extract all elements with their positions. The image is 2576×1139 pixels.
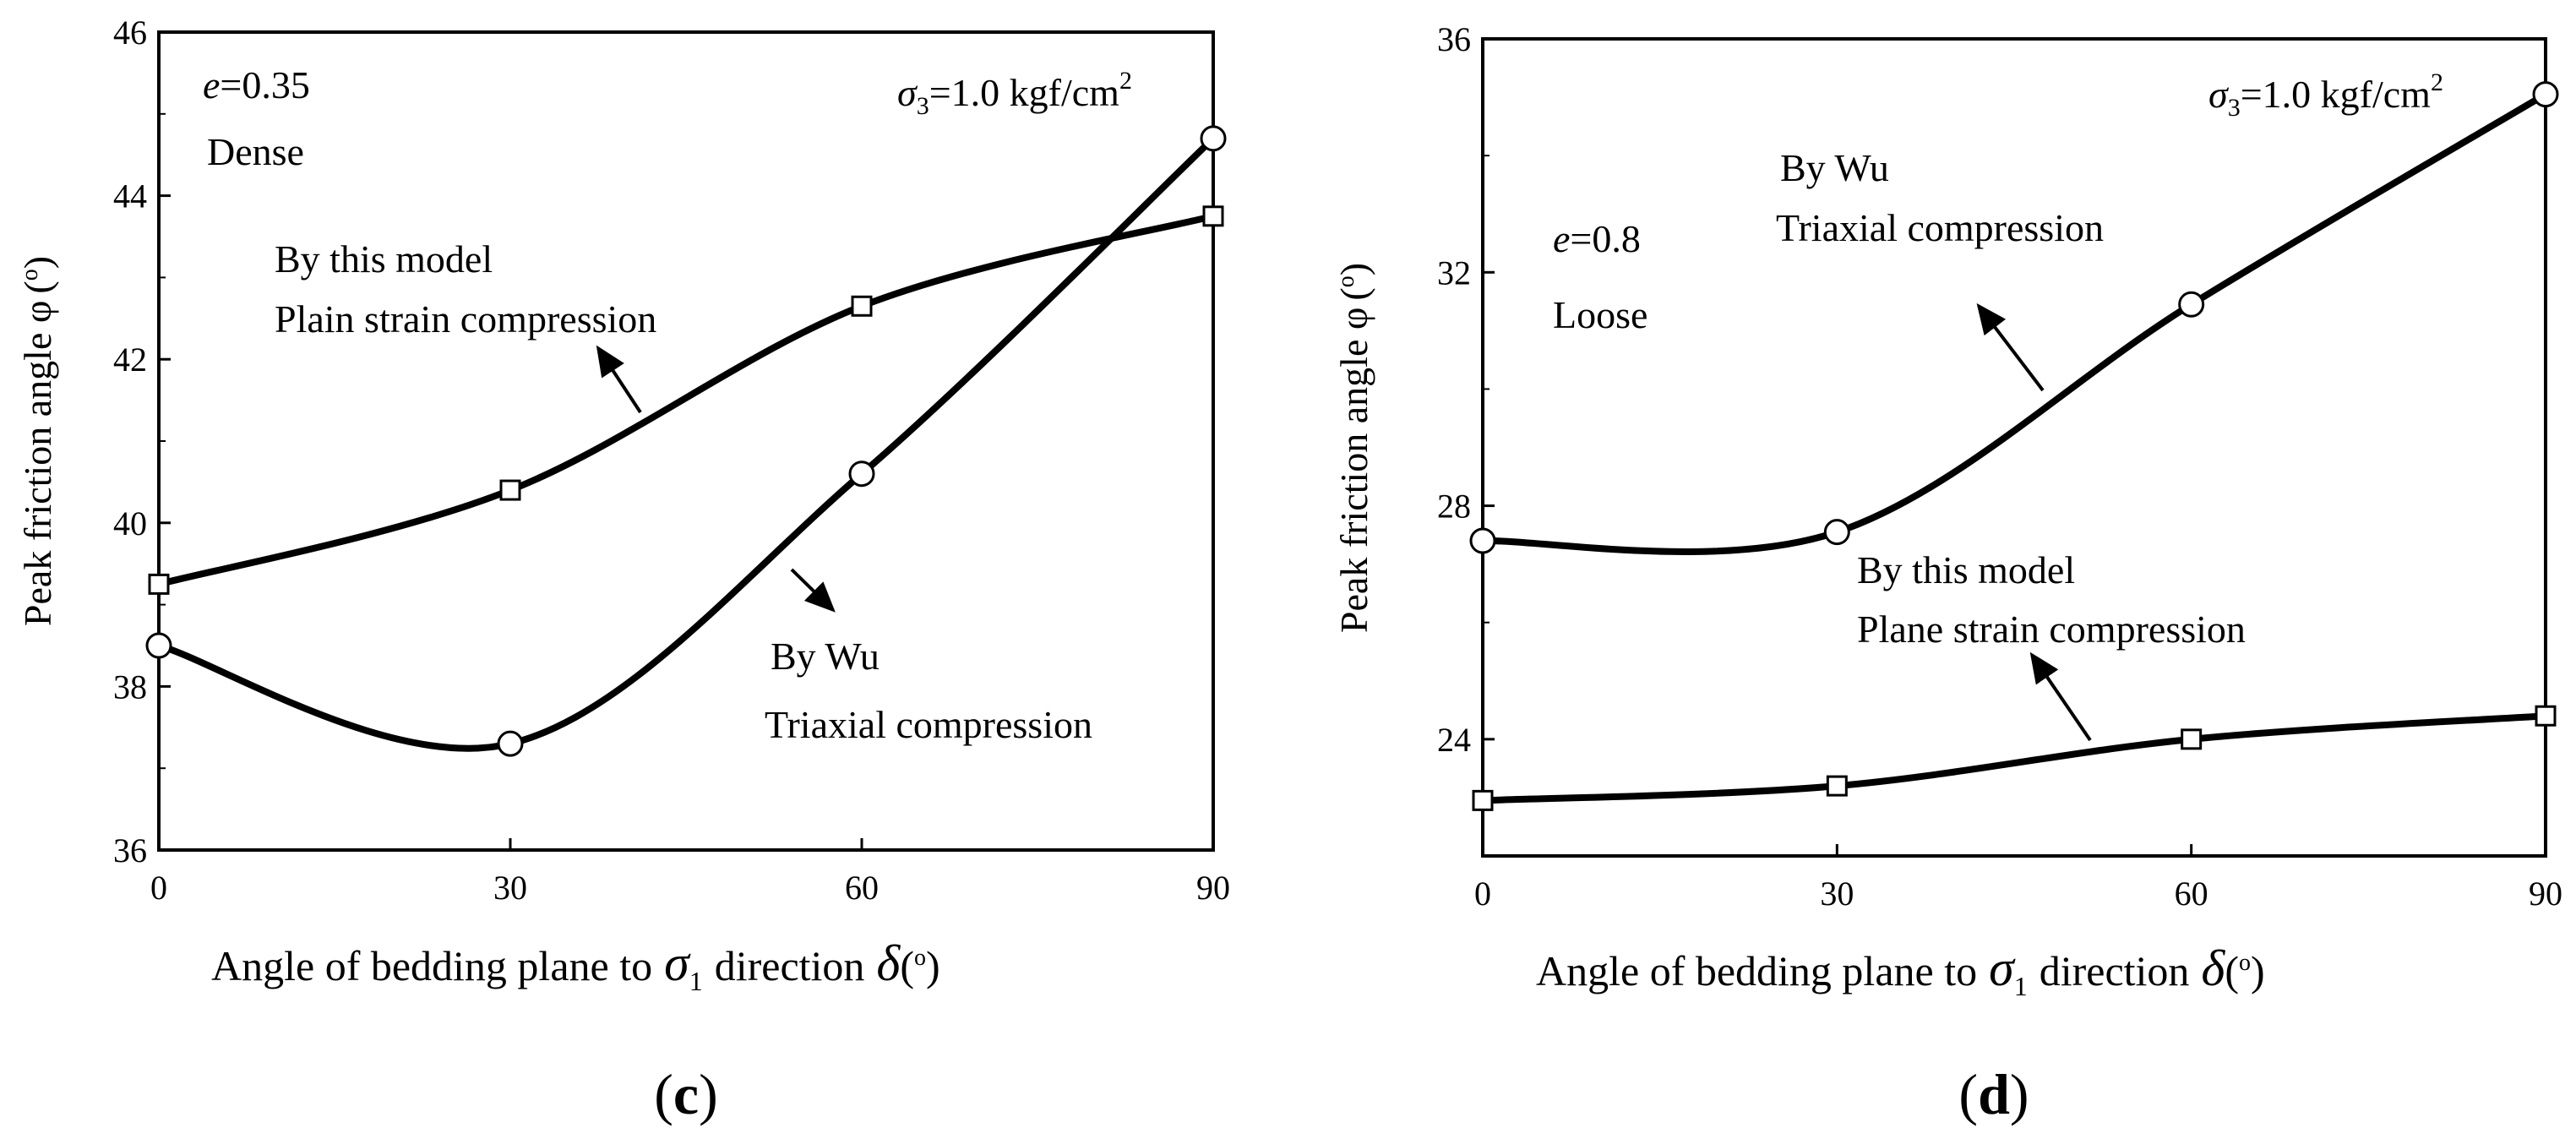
model-legend-line2-c: Plain strain compression: [275, 297, 656, 341]
wu-pointer-arrow-c: [790, 568, 836, 613]
series-line-model: [1482, 712, 2546, 804]
data-point-square: [851, 295, 873, 317]
series-line-wu: [1482, 91, 2548, 555]
wu-legend-line2-d: Triaxial compression: [1776, 206, 2104, 249]
sigma-label-d: σ3=1.0 kgf/cm2: [2208, 68, 2443, 122]
data-point-square: [148, 573, 170, 595]
model-legend-line1-c: By this model: [275, 237, 493, 281]
y-tick-label: 36: [113, 831, 147, 869]
x-axis-label-c: Angle of bedding plane to σ1 direction δ(o): [211, 935, 940, 996]
y-tick-label: 44: [113, 177, 147, 215]
x-tick-label: 0: [150, 869, 167, 907]
y-tick-label: 28: [1437, 488, 1471, 526]
y-tick-label: 36: [1437, 20, 1471, 58]
x-tick-label: 30: [493, 869, 527, 907]
data-point-circle: [1823, 519, 1850, 546]
wu-pointer-arrow-d: [1976, 302, 2045, 392]
void-ratio-label-d: e=0.8: [1553, 217, 1641, 260]
y-tick-label: 24: [1437, 721, 1471, 759]
y-tick-label: 32: [1437, 253, 1471, 292]
model-pointer-arrow-c: [596, 345, 642, 414]
model-pointer-arrow-d: [2029, 651, 2092, 742]
data-point-circle: [497, 730, 524, 757]
y-tick-label: 38: [113, 668, 147, 706]
panel-label-c: (c): [654, 1062, 718, 1126]
series-line-wu: [157, 135, 1216, 752]
data-point-square: [2535, 705, 2557, 727]
wu-legend-line1-d: By Wu: [1780, 146, 1889, 189]
x-tick-label: 90: [2529, 875, 2562, 913]
density-label-d: Loose: [1553, 293, 1647, 336]
data-point-circle: [145, 632, 172, 659]
plot-frame-d: [1481, 37, 2547, 858]
density-label-c: Dense: [207, 130, 304, 173]
data-point-circle: [1200, 125, 1227, 152]
model-legend-line2-d: Plane strain compression: [1857, 608, 2246, 651]
x-tick-label: 0: [1474, 875, 1491, 913]
x-axis-label-d: Angle of bedding plane to σ1 direction δ(o): [1536, 940, 2265, 1001]
y-tick-label: 42: [113, 341, 147, 379]
chart-panel-d: 24 28 32 36 0 30 60 90 e=0.8 Loose σ3=1.0 kgf/c…: [1332, 20, 2562, 1126]
x-tick-label: 30: [1820, 875, 1854, 913]
x-tick-label: 60: [845, 869, 879, 907]
data-point-circle: [2532, 81, 2559, 108]
wu-legend-line2-c: Triaxial compression: [765, 703, 1092, 746]
y-tick-label: 46: [113, 14, 147, 52]
series-line-model: [157, 212, 1214, 588]
y-axis-label-d: Peak friction angle φ(o): [1332, 263, 1375, 633]
data-point-square: [499, 479, 521, 501]
sigma-label-c: σ3=1.0 kgf/cm2: [897, 67, 1132, 120]
data-point-square: [1472, 789, 1494, 811]
model-legend-line1-d: By this model: [1857, 548, 2075, 591]
y-tick-label: 40: [113, 504, 147, 542]
data-point-square: [1202, 205, 1224, 227]
data-point-circle: [1469, 527, 1496, 554]
data-point-square: [1826, 775, 1848, 797]
data-point-circle: [2178, 291, 2205, 318]
x-tick-label: 60: [2175, 875, 2208, 913]
chart-panel-c: 36 38 40 42 44 46 0 30 60 90 e=0.35 Dense σ3=1.0 …: [16, 14, 1230, 1126]
void-ratio-label-c: e=0.35: [203, 63, 310, 106]
y-axis-label-c: Peak friction angle φ(o): [16, 256, 59, 626]
wu-legend-line1-c: By Wu: [771, 635, 880, 678]
data-point-circle: [848, 461, 875, 488]
panel-label-d: (d): [1958, 1062, 2029, 1126]
x-tick-label: 90: [1196, 869, 1230, 907]
data-point-square: [2181, 728, 2203, 750]
